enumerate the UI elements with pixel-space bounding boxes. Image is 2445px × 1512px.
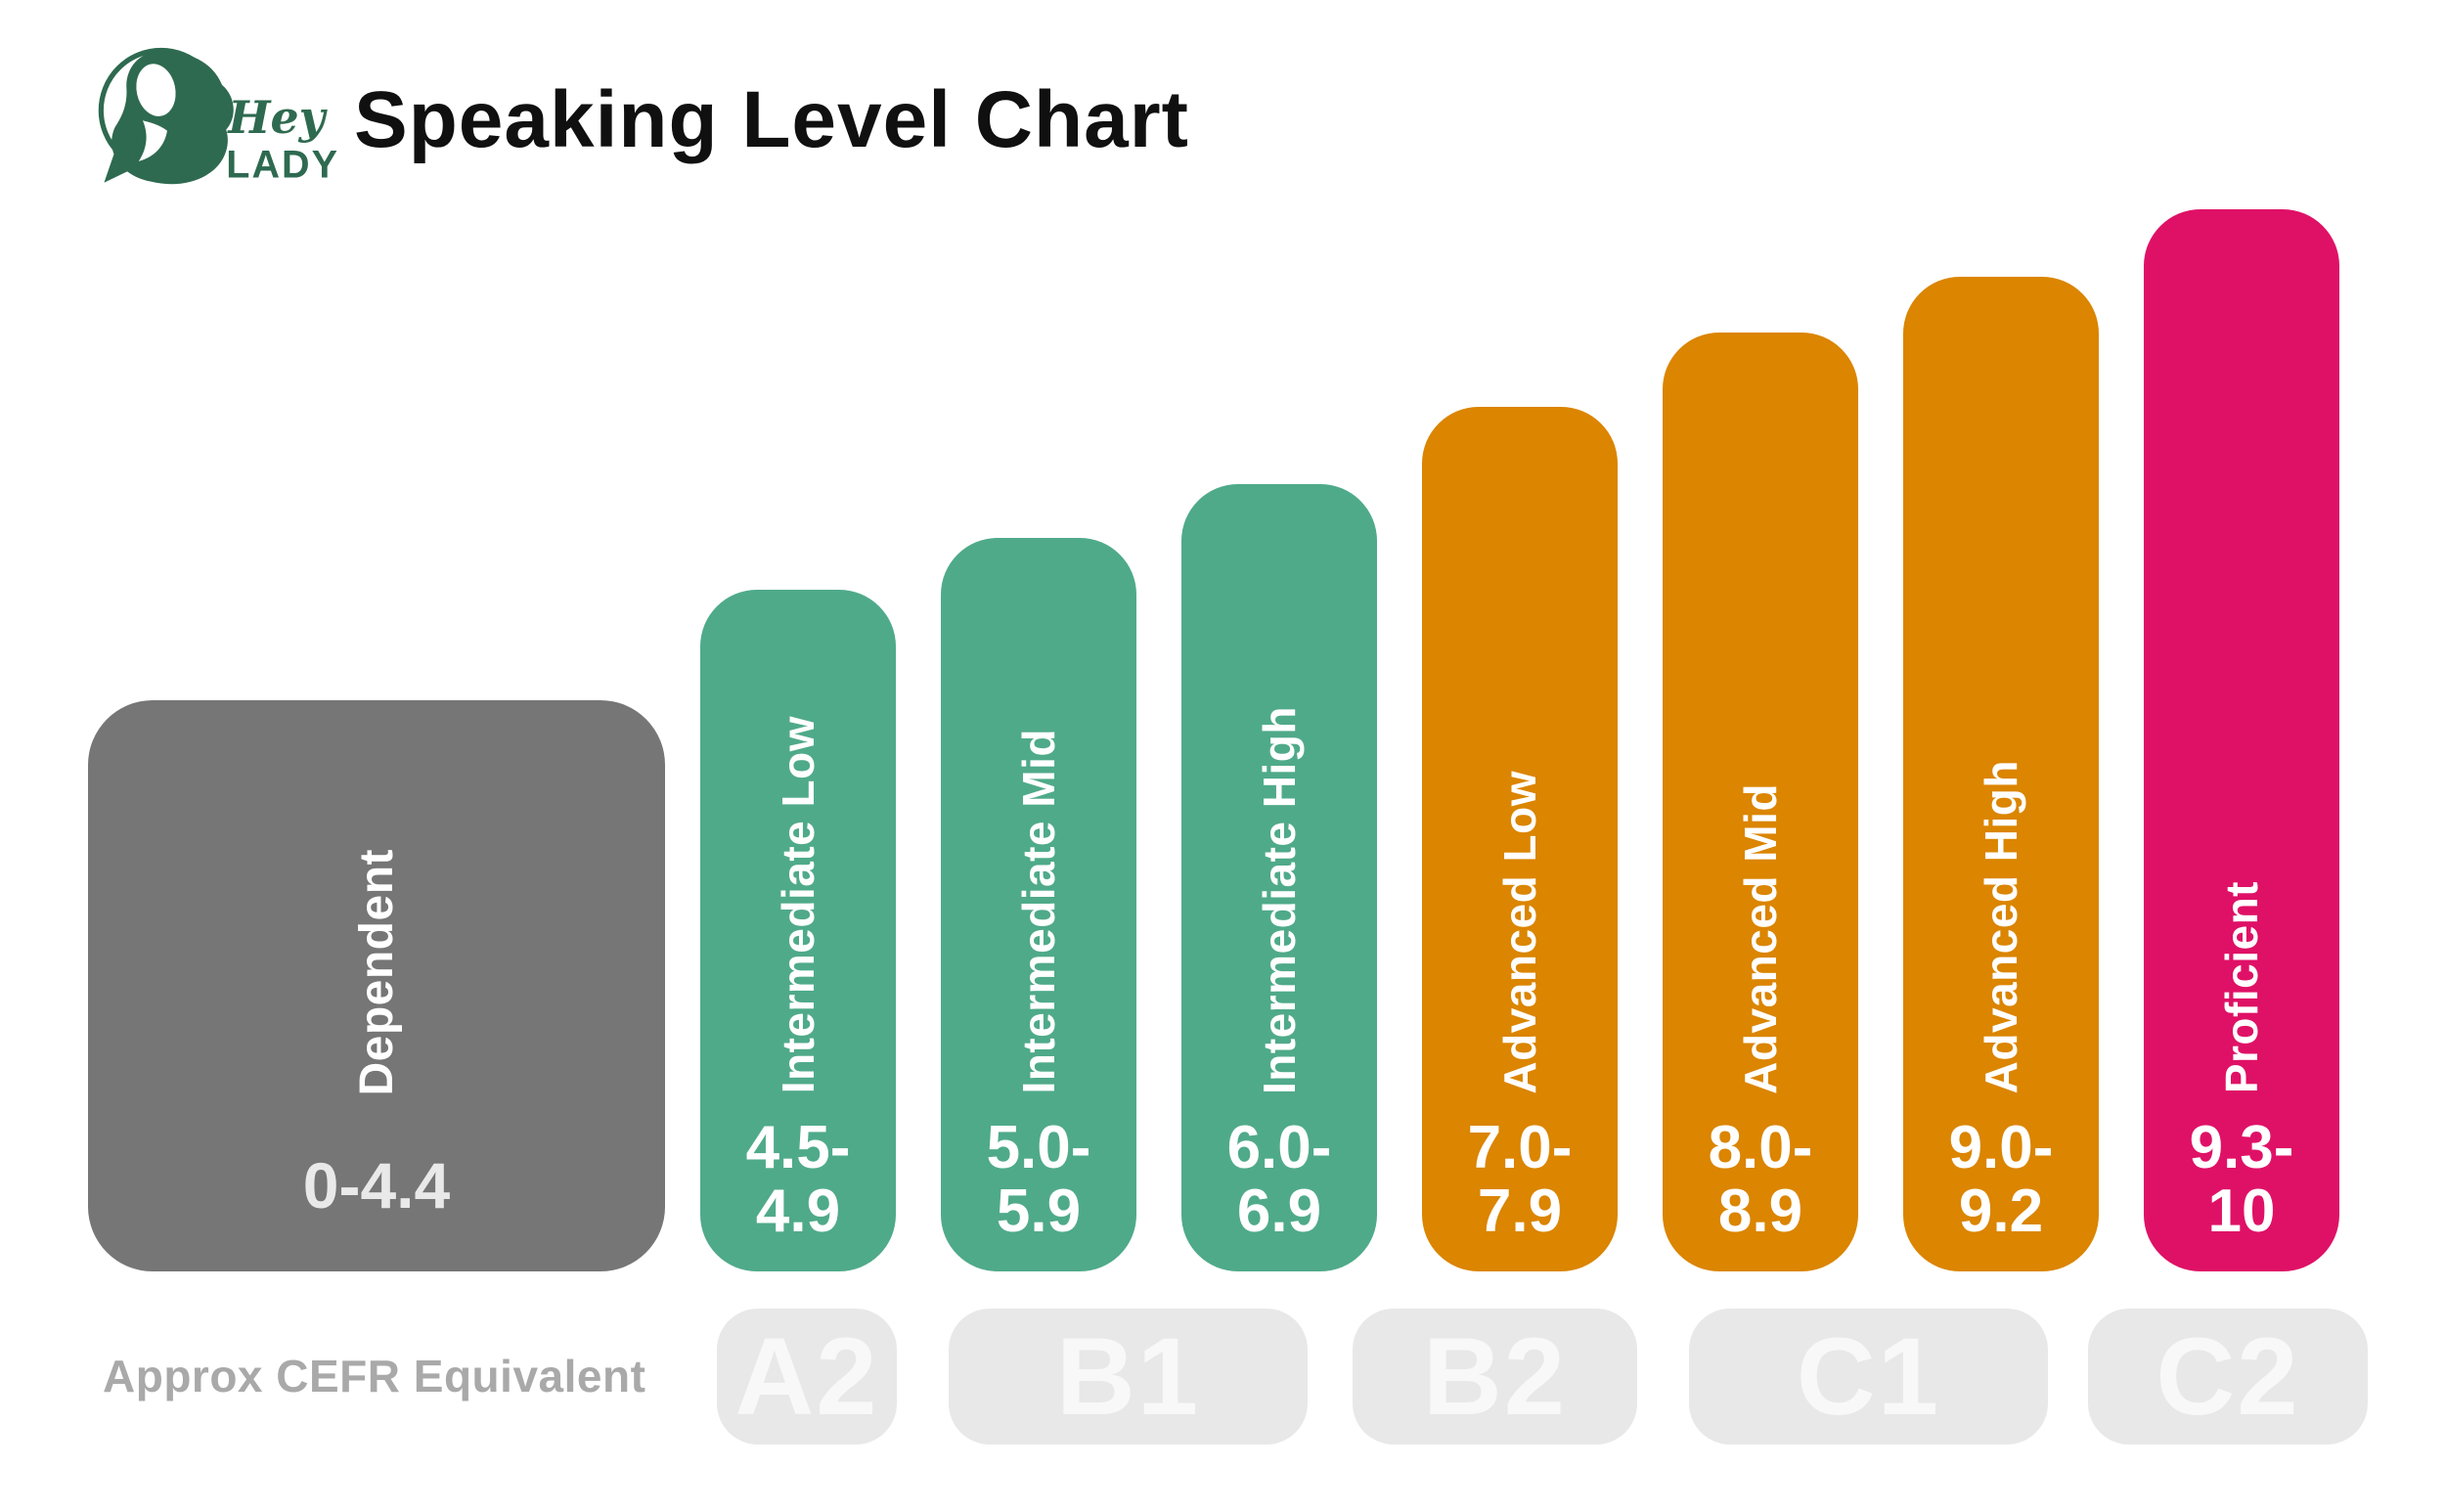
heylady-logo: Hey LADY! — [98, 47, 342, 187]
logo-woman-silhouette — [111, 51, 234, 185]
bar-range-intermediate-high: 6.0- 6.9 — [1226, 1113, 1332, 1246]
bar-advanced-low: Advanced Low 7.0- 7.9 — [1422, 407, 1618, 1271]
cefr-badge-a2: A2 — [717, 1309, 897, 1445]
bar-range-dependent: 0-4.4 — [302, 1149, 451, 1223]
range-line: 9.0- — [1948, 1113, 2054, 1181]
bar-advanced-high: Advanced High 9.0- 9.2 — [1903, 277, 2099, 1271]
bar-range-intermediate-low: 4.5- 4.9 — [745, 1113, 851, 1246]
range-line: 10 — [2207, 1178, 2276, 1246]
bar-label-intermediate-low: Intermediate Low — [773, 716, 823, 1094]
range-line: 9.3- — [2189, 1113, 2294, 1181]
logo-bubble-tail — [104, 150, 132, 183]
bar-label-advanced-high: Advanced High — [1976, 760, 2026, 1094]
logo-text-lady: LADY! — [226, 144, 342, 187]
range-line: 7.0- — [1467, 1113, 1573, 1181]
cefr-badge-b2: B2 — [1353, 1309, 1637, 1445]
range-line: 9.2 — [1958, 1178, 2044, 1246]
bar-dependent: Dependent 0-4.4 — [88, 700, 665, 1271]
bar-range-intermediate-mid: 5.0- 5.9 — [986, 1113, 1091, 1246]
bar-intermediate-mid: Intermediate Mid 5.0- 5.9 — [941, 538, 1136, 1271]
cefr-badge-c1: C1 — [1689, 1309, 2048, 1445]
range-line: 6.0- — [1226, 1113, 1332, 1181]
bar-intermediate-high: Intermediate High 6.0- 6.9 — [1181, 484, 1377, 1271]
logo-text-hey: Hey — [226, 91, 328, 144]
bar-label-intermediate-mid: Intermediate Mid — [1013, 729, 1064, 1094]
bar-range-advanced-high: 9.0- 9.2 — [1948, 1113, 2054, 1246]
bar-proficient: Proficient 9.3- 10 — [2144, 209, 2339, 1271]
bar-label-intermediate-high: Intermediate High — [1254, 705, 1305, 1094]
logo-woman-neck — [138, 120, 167, 161]
range-line: 5.9 — [996, 1178, 1082, 1246]
bar-range-advanced-low: 7.0- 7.9 — [1467, 1113, 1573, 1246]
range-line: 7.9 — [1477, 1178, 1563, 1246]
range-line: 6.9 — [1236, 1178, 1322, 1246]
range-line: 0-4.4 — [302, 1149, 451, 1223]
range-line: 8.9 — [1717, 1178, 1803, 1246]
cefr-badge-c2: C2 — [2088, 1309, 2368, 1445]
cefr-equivalent-label: Approx CEFR Equivalent — [103, 1351, 646, 1401]
bar-label-proficient: Proficient — [2216, 881, 2267, 1094]
bar-label-advanced-mid: Advanced Mid — [1735, 782, 1786, 1094]
range-line: 8.0- — [1708, 1113, 1813, 1181]
bar-label-advanced-low: Advanced Low — [1494, 770, 1545, 1094]
range-line: 4.9 — [755, 1178, 841, 1246]
cefr-badge-b1: B1 — [949, 1309, 1308, 1445]
bar-intermediate-low: Intermediate Low 4.5- 4.9 — [700, 590, 896, 1271]
bar-range-advanced-mid: 8.0- 8.9 — [1708, 1113, 1813, 1246]
bar-label-dependent: Dependent — [350, 848, 403, 1096]
logo-woman-face — [136, 64, 176, 116]
page-title: Speaking Level Chart — [354, 75, 1189, 164]
range-line: 4.5- — [745, 1113, 851, 1181]
range-line: 5.0- — [986, 1113, 1091, 1181]
bar-range-proficient: 9.3- 10 — [2189, 1113, 2294, 1246]
bar-advanced-mid: Advanced Mid 8.0- 8.9 — [1663, 333, 1858, 1271]
